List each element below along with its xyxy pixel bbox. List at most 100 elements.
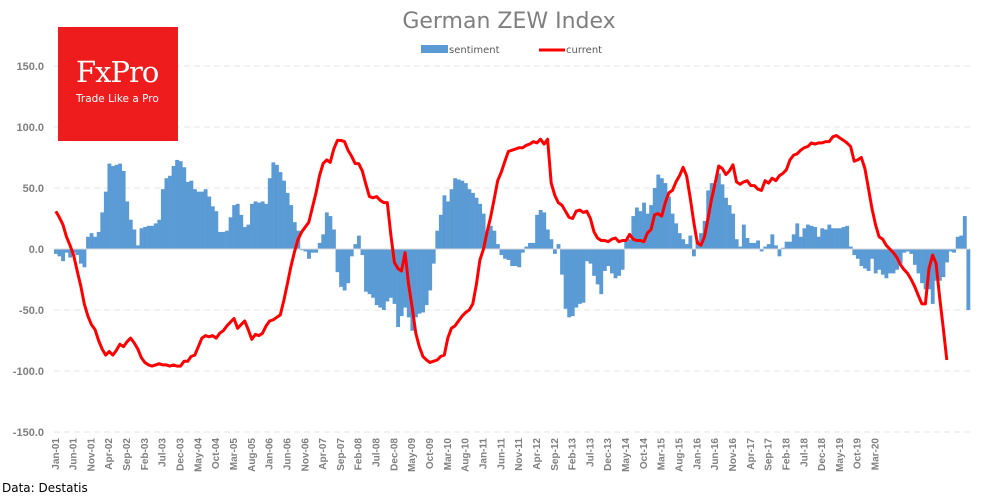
sentiment-bar [602,249,607,271]
legend: sentiment current [421,45,602,56]
sentiment-bar [492,230,497,249]
sentiment-bar [214,211,219,249]
sentiment-bar [146,225,151,249]
sentiment-bar [100,212,105,249]
sentiment-bar [57,249,62,257]
sentiment-bar [421,249,425,313]
sentiment-bar [777,249,782,257]
sentiment-bar [267,178,272,249]
x-tick-label: Feb-03 [140,438,151,471]
sentiment-bar [410,249,415,331]
x-tick-label: Apr-12 [532,438,543,470]
sentiment-bar [766,244,771,249]
x-tick-label: Mar-15 [657,438,668,471]
sentiment-bar [848,246,853,249]
sentiment-bar [317,242,322,249]
x-tick-label: Jan-06 [265,438,276,470]
sentiment-bar [610,249,614,274]
sentiment-bar [292,222,297,249]
sentiment-bar [866,249,871,271]
x-tick-label: Nov-01 [86,438,97,472]
sentiment-bar [517,249,522,268]
sentiment-bar [617,249,622,276]
sentiment-bar [962,216,967,249]
sentiment-bar [902,249,907,253]
sentiment-bar [217,231,222,249]
x-tick-label: Oct-19 [853,438,864,470]
sentiment-bar [289,205,294,249]
sentiment-bar [791,234,796,249]
x-tick-label: Sep-07 [336,438,347,471]
sentiment-bar [456,179,461,249]
sentiment-bar [321,234,326,249]
sentiment-bar [784,241,789,249]
sentiment-bar [453,178,458,249]
sentiment-bar [135,245,140,249]
sentiment-bar [235,203,240,249]
y-tick-label: -50.0 [19,305,44,317]
sentiment-bar [820,228,825,249]
sentiment-bar [720,184,725,249]
x-tick-label: Jul-13 [585,438,596,467]
x-tick-label: Oct-14 [639,438,650,470]
legend-label-current: current [566,45,602,56]
sentiment-bar [93,236,98,249]
sentiment-bar [385,249,390,302]
x-tick-label: Jul-03 [158,438,169,467]
y-axis: 150.0 100.0 50.0 0.0 -50.0 -100.0 -150.0 [13,61,44,439]
sentiment-bar [61,249,65,262]
sentiment-bar [54,249,58,254]
sentiment-bar [257,202,262,249]
sentiment-bar [959,235,964,249]
sentiment-bar [920,249,924,284]
sentiment-bar [909,249,914,254]
sentiment-bar [324,212,329,249]
x-tick-label: Dec-13 [603,438,614,471]
sentiment-bar [930,249,935,304]
sentiment-bar [823,229,828,249]
sentiment-bar [374,249,379,306]
sentiment-bar [859,249,864,267]
sentiment-bar [232,205,237,249]
chart-title: German ZEW Index [402,9,615,34]
sentiment-bar [356,235,361,249]
x-tick-label: Jun-01 [69,438,80,471]
sentiment-bar [182,167,187,249]
sentiment-bar [724,197,728,249]
sentiment-bar [912,249,917,265]
sentiment-bar [86,236,90,249]
sentiment-bar [178,161,183,249]
sentiment-bar [752,242,757,249]
sentiment-bar [570,249,575,317]
sentiment-bar [389,249,393,298]
data-source: Data: Destatis [2,481,88,495]
sentiment-bar [282,180,286,249]
x-tick-label: Dec-18 [817,438,828,471]
sentiment-bar [770,234,775,249]
x-tick-label: Dec-03 [176,438,187,471]
sentiment-bar [307,249,311,259]
sentiment-bar [228,217,233,249]
sentiment-bar [581,249,586,303]
sentiment-bar [250,203,254,249]
sentiment-bar [64,249,69,253]
sentiment-bar [274,164,279,249]
sentiment-bar [328,216,333,249]
sentiment-bar [175,159,180,249]
sentiment-bar [898,249,903,264]
x-tick-label: Mar-05 [229,438,240,471]
sentiment-bar [830,228,835,249]
sentiment-bar [595,249,600,285]
sentiment-bar [538,209,543,249]
sentiment-bar [923,249,928,290]
gridlines [54,65,970,433]
sentiment-bar [716,173,721,249]
sentiment-bar [642,202,646,249]
x-tick-label: Feb-13 [568,438,579,471]
x-tick-label: Aug-10 [461,438,472,472]
sentiment-bar [285,192,290,249]
sentiment-bar [157,219,162,249]
x-tick-label: May-19 [835,438,846,472]
sentiment-bar [577,249,582,304]
